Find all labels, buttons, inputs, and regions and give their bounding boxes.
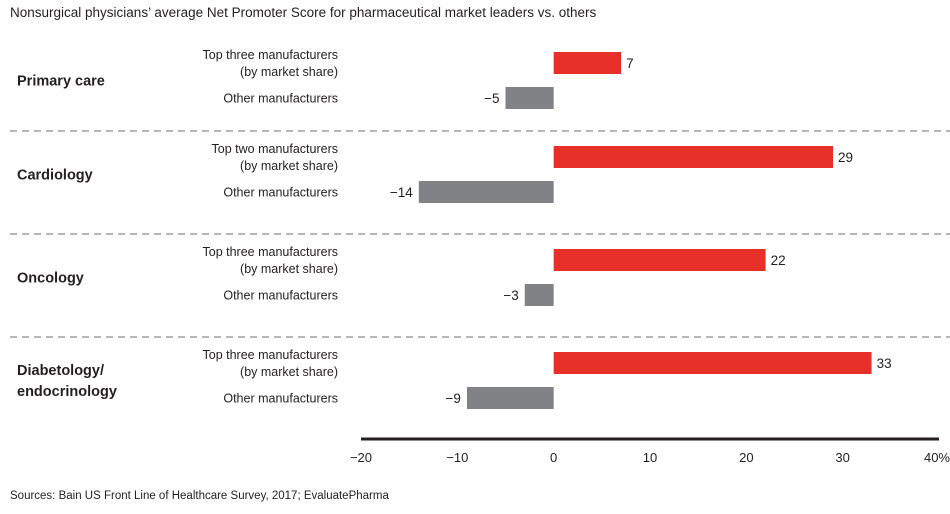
category-label: Cardiology [17,168,93,184]
bar-series-label: (by market share) [240,365,338,379]
bar [553,146,834,168]
x-tick-label: −10 [446,450,468,465]
bar-series-label: Top three manufacturers [203,245,339,259]
bar [466,387,554,409]
x-tick-label: 0 [550,450,557,465]
bar [505,87,554,109]
bar-series-label: Other manufacturers [223,289,338,303]
chart-title: Nonsurgical physicians’ average Net Prom… [10,5,597,20]
bar-series-label: Other manufacturers [223,392,338,406]
bar-series-label: Other manufacturers [223,186,338,200]
bar-series-label: Top two manufacturers [212,142,338,156]
bar-series-label: Other manufacturers [223,92,338,106]
bar-series-label: Top three manufacturers [203,348,339,362]
data-label: −5 [484,91,499,106]
category-label: Oncology [17,271,84,287]
data-label: 33 [877,356,892,371]
category-label: Primary care [17,74,105,90]
x-tick-label: 10 [643,450,657,465]
bar [553,352,872,374]
bar-series-label: (by market share) [240,65,338,79]
category-label: Diabetology/ [17,363,104,379]
category-label: endocrinology [17,384,117,400]
data-label: −9 [446,391,461,406]
bar [553,52,622,74]
bar [524,284,554,306]
x-tick-label: 20 [739,450,753,465]
data-label: −14 [390,185,413,200]
bar-series-label: (by market share) [240,159,338,173]
data-label: −3 [503,288,518,303]
bar [418,181,554,203]
bar-series-label: (by market share) [240,262,338,276]
data-label: 22 [771,253,786,268]
x-tick-label: −20 [350,450,372,465]
source-note: Sources: Bain US Front Line of Healthcar… [10,490,389,502]
bar-series-label: Top three manufacturers [203,48,339,62]
x-tick-label: 30 [835,450,849,465]
data-label: 29 [838,150,853,165]
x-tick-label: 40% [924,450,950,465]
data-label: 7 [626,56,634,71]
bar [553,249,766,271]
